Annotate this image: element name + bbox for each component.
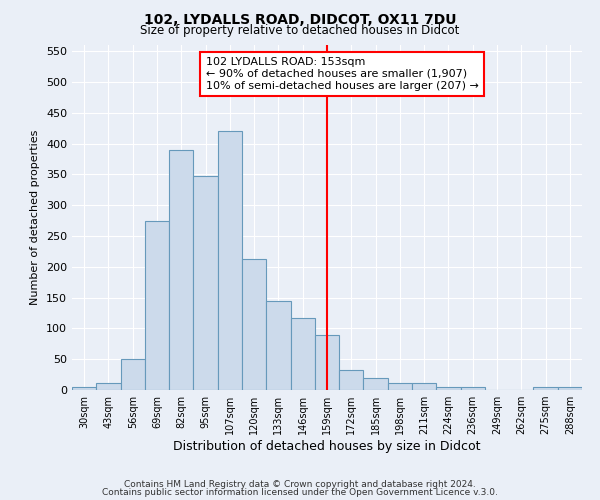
Bar (364, 378, 388, 390)
Y-axis label: Number of detached properties: Number of detached properties (31, 130, 40, 305)
Text: Contains public sector information licensed under the Open Government Licence v.: Contains public sector information licen… (102, 488, 498, 497)
Bar (121, 359, 145, 390)
Text: 102 LYDALLS ROAD: 153sqm
← 90% of detached houses are smaller (1,907)
10% of sem: 102 LYDALLS ROAD: 153sqm ← 90% of detach… (206, 58, 478, 90)
Bar (218, 131, 242, 390)
Text: 102, LYDALLS ROAD, DIDCOT, OX11 7DU: 102, LYDALLS ROAD, DIDCOT, OX11 7DU (144, 12, 456, 26)
Text: Contains HM Land Registry data © Crown copyright and database right 2024.: Contains HM Land Registry data © Crown c… (124, 480, 476, 489)
Bar (339, 370, 364, 390)
Bar (388, 382, 412, 390)
Text: Size of property relative to detached houses in Didcot: Size of property relative to detached ho… (140, 24, 460, 37)
Bar (290, 318, 315, 390)
Bar (169, 150, 193, 390)
X-axis label: Distribution of detached houses by size in Didcot: Distribution of detached houses by size … (173, 440, 481, 453)
Bar (315, 334, 339, 390)
Bar (436, 387, 461, 390)
Bar (72, 387, 96, 390)
Bar (193, 176, 218, 390)
Bar (412, 382, 436, 390)
Bar (558, 387, 582, 390)
Bar (461, 387, 485, 390)
Bar (533, 387, 558, 390)
Bar (242, 260, 266, 390)
Bar (145, 220, 169, 390)
Bar (266, 300, 290, 390)
Bar (96, 382, 121, 390)
